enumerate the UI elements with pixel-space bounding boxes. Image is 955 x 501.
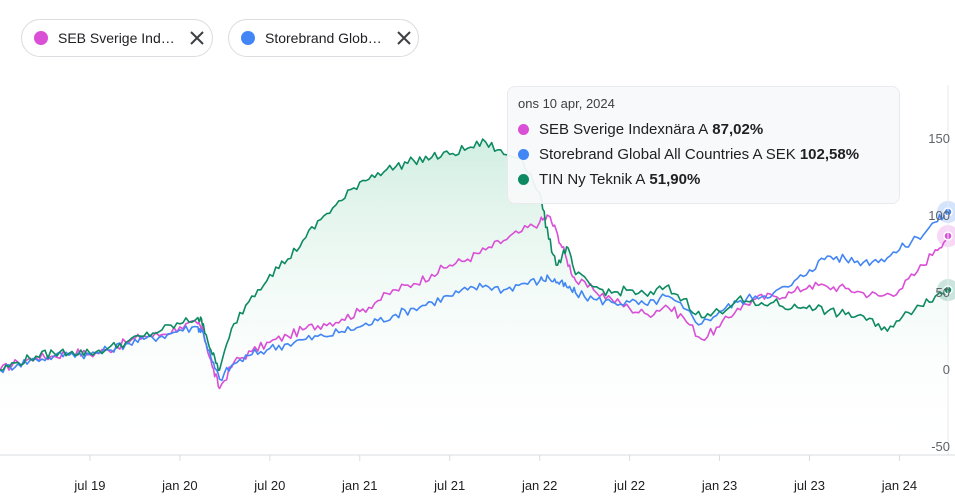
legend-dot — [518, 174, 529, 185]
chart-fill-layer — [0, 139, 948, 455]
close-icon[interactable] — [396, 28, 412, 48]
x-tick-label: jul 22 — [613, 478, 645, 493]
series-chip-seb[interactable]: SEB Sverige Ind… — [21, 19, 213, 57]
y-tick-label: 50 — [936, 285, 950, 300]
chart-endpoints — [937, 200, 955, 302]
x-tick-label: jan 20 — [161, 478, 197, 493]
series-color-dot — [34, 31, 48, 45]
tooltip-date: ons 10 apr, 2024 — [518, 96, 615, 111]
x-tick-label: jan 23 — [701, 478, 737, 493]
x-tick-label: jan 21 — [341, 478, 377, 493]
tooltip-row-storebrand: Storebrand Global All Countries A SEK 10… — [518, 142, 889, 167]
y-tick-label: 100 — [928, 208, 950, 223]
tooltip-series-value: 102,58% — [799, 146, 860, 163]
series-chip-storebrand[interactable]: Storebrand Glob… — [228, 19, 419, 57]
x-axis: jul 19 jan 20 jul 20 jan 21 jul 21 jan 22 jul … — [0, 454, 955, 493]
tooltip-row-tin: TIN Ny Teknik A 51,90% — [518, 167, 889, 192]
chart-tooltip: ons 10 apr, 2024 SEB Sverige Indexnära A… — [507, 86, 900, 204]
series-chip-label: SEB Sverige Ind… — [58, 30, 175, 46]
legend-dot — [518, 149, 529, 160]
tooltip-series-name: Storebrand Global All Countries A SEK — [539, 146, 796, 163]
series-chip-label: Storebrand Glob… — [265, 30, 382, 46]
x-tick-label: jan 24 — [881, 478, 917, 493]
tooltip-series-value: 51,90% — [649, 171, 701, 188]
x-tick-label: jul 19 — [73, 478, 105, 493]
series-line-2 — [0, 138, 949, 372]
chart-lines — [0, 138, 949, 390]
x-tick-label: jan 22 — [521, 478, 557, 493]
close-icon[interactable] — [189, 28, 205, 48]
y-tick-label: 150 — [928, 131, 950, 146]
x-tick-label: jul 20 — [253, 478, 285, 493]
series-line-1 — [0, 210, 949, 382]
y-axis: -50 0 50 100 150 — [928, 85, 950, 455]
y-tick-label: -50 — [931, 439, 950, 454]
series-color-dot — [241, 31, 255, 45]
x-tick-label: jul 21 — [433, 478, 465, 493]
tooltip-series-name: SEB Sverige Indexnära A — [539, 121, 709, 138]
tooltip-series-value: 87,02% — [712, 121, 764, 138]
series-area-tin — [0, 139, 948, 455]
tooltip-row-seb: SEB Sverige Indexnära A 87,02% — [518, 117, 889, 142]
x-tick-label: jul 23 — [793, 478, 825, 493]
legend-dot — [518, 124, 529, 135]
tooltip-series-name: TIN Ny Teknik A — [539, 171, 646, 188]
y-tick-label: 0 — [943, 362, 950, 377]
